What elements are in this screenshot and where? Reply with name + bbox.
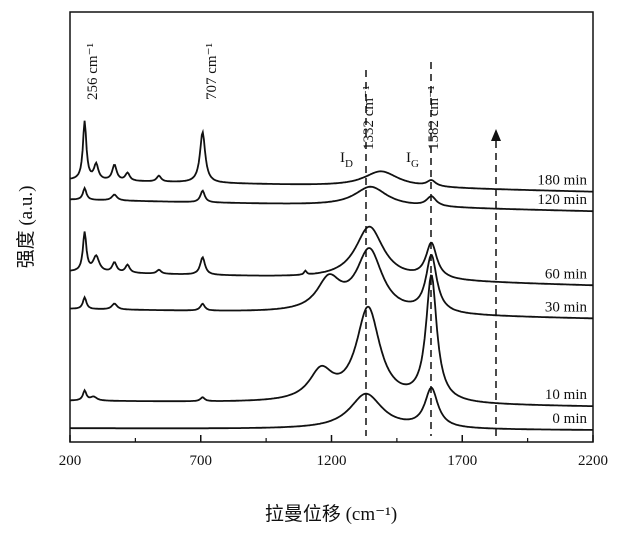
- band-label-d: ID: [340, 150, 353, 170]
- series-label-60-min: 60 min: [545, 266, 588, 282]
- raman-chart: 0 min 10 min 30 min 60 min 120 min 180 min 25…: [0, 0, 633, 540]
- trend-arrow-head: [491, 129, 501, 141]
- x-tick-layer: 200 700 1200 1700 2200: [59, 435, 608, 469]
- series-label-10-min: 10 min: [545, 387, 588, 403]
- x-axis-title: 拉曼位移 (cm⁻¹): [265, 503, 397, 525]
- series-label-180-min: 180 min: [537, 173, 587, 189]
- y-axis-title: 强度 (a.u.): [15, 186, 37, 269]
- plot-frame: [70, 12, 593, 442]
- series-line-60-min: [70, 227, 593, 286]
- peak-label-707: 707 cm⁻¹: [204, 43, 220, 100]
- x-tick-label-700: 700: [190, 453, 213, 469]
- band-label-g: IG: [406, 150, 419, 170]
- series-label-30-min: 30 min: [545, 299, 588, 315]
- peak-label-256: 256 cm⁻¹: [85, 43, 101, 100]
- series-layer: 0 min 10 min 30 min 60 min 120 min 180 min: [70, 121, 593, 430]
- series-label-120-min: 120 min: [537, 192, 587, 208]
- series-line-0-min: [70, 388, 593, 430]
- x-tick-label-200: 200: [59, 453, 82, 469]
- x-tick-label-1700: 1700: [447, 453, 477, 469]
- peak-label-1332: 1332 cm⁻¹: [361, 86, 377, 151]
- peak-label-1582: 1582 cm⁻¹: [426, 86, 442, 151]
- series-line-180-min: [70, 121, 593, 192]
- x-tick-label-1200: 1200: [317, 453, 347, 469]
- annotation-layer: 256 cm⁻¹ 707 cm⁻¹ 1332 cm⁻¹ 1582 cm⁻¹ ID…: [85, 43, 501, 436]
- series-label-0-min: 0 min: [552, 411, 587, 427]
- x-tick-label-2200: 2200: [578, 453, 608, 469]
- series-line-10-min: [70, 276, 593, 407]
